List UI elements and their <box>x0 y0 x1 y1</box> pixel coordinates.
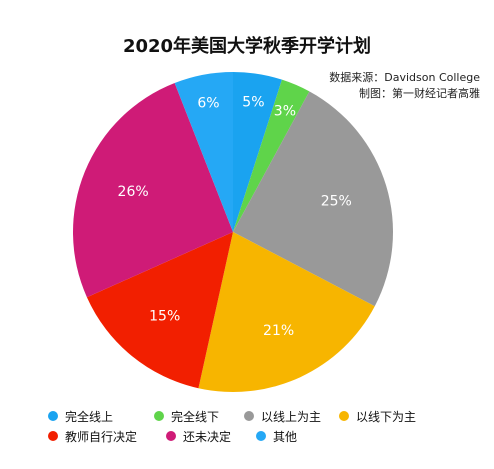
pie-slice-mostly-online <box>233 91 393 307</box>
legend-marker <box>166 431 176 441</box>
legend-item-mostly-online: 以线上为主 <box>244 408 339 425</box>
slice-label-other: 6% <box>197 95 219 111</box>
chart-legend: 完全线上 完全线下 以线上为主 以线下为主 教师自行决定 还未决定 其他 <box>48 406 488 446</box>
legend-marker <box>339 411 349 421</box>
pie-slice-online <box>233 72 282 232</box>
legend-item-teacher-decides: 教师自行决定 <box>48 428 166 445</box>
legend-marker <box>244 411 254 421</box>
slice-label-mostly-offline: 21% <box>263 323 294 339</box>
legend-marker <box>48 411 58 421</box>
legend-item-mostly-offline: 以线下为主 <box>339 408 416 425</box>
source-line-data: 数据来源：Davidson College <box>329 71 480 84</box>
chart-title: 2020年美国大学秋季开学计划 <box>122 36 372 57</box>
legend-label: 还未决定 <box>183 429 232 444</box>
slice-label-undecided: 26% <box>118 184 149 200</box>
legend-item-other: 其他 <box>256 428 297 445</box>
legend-marker <box>256 431 266 441</box>
slice-label-teacher-decides: 15% <box>149 309 180 325</box>
source-line-author: 制图：第一财经记者高雅 <box>359 87 480 100</box>
legend-row: 教师自行决定 还未决定 其他 <box>48 426 488 446</box>
legend-label: 其他 <box>273 429 298 444</box>
chart-source: 数据来源：Davidson College 制图：第一财经记者高雅 <box>329 70 480 102</box>
pie-slice-mostly-offline <box>198 232 375 392</box>
pie-slice-other <box>174 72 233 232</box>
legend-label: 完全线下 <box>171 409 220 424</box>
slice-label-online: 5% <box>242 95 264 111</box>
legend-marker <box>154 411 164 421</box>
legend-label: 完全线上 <box>65 409 114 424</box>
legend-item-offline: 完全线下 <box>154 408 244 425</box>
legend-marker <box>48 431 58 441</box>
legend-row: 完全线上 完全线下 以线上为主 以线下为主 <box>48 406 488 426</box>
pie-slice-undecided <box>73 83 233 298</box>
slice-label-offline: 3% <box>274 104 296 120</box>
slice-label-mostly-online: 25% <box>321 194 352 210</box>
legend-label: 以线上为主 <box>261 409 322 424</box>
pie-slice-teacher-decides <box>86 232 234 389</box>
legend-item-online: 完全线上 <box>48 408 154 425</box>
pie-slice-offline <box>233 79 310 233</box>
legend-item-undecided: 还未决定 <box>166 428 256 445</box>
legend-label: 以线下为主 <box>356 409 417 424</box>
legend-label: 教师自行决定 <box>65 429 138 444</box>
